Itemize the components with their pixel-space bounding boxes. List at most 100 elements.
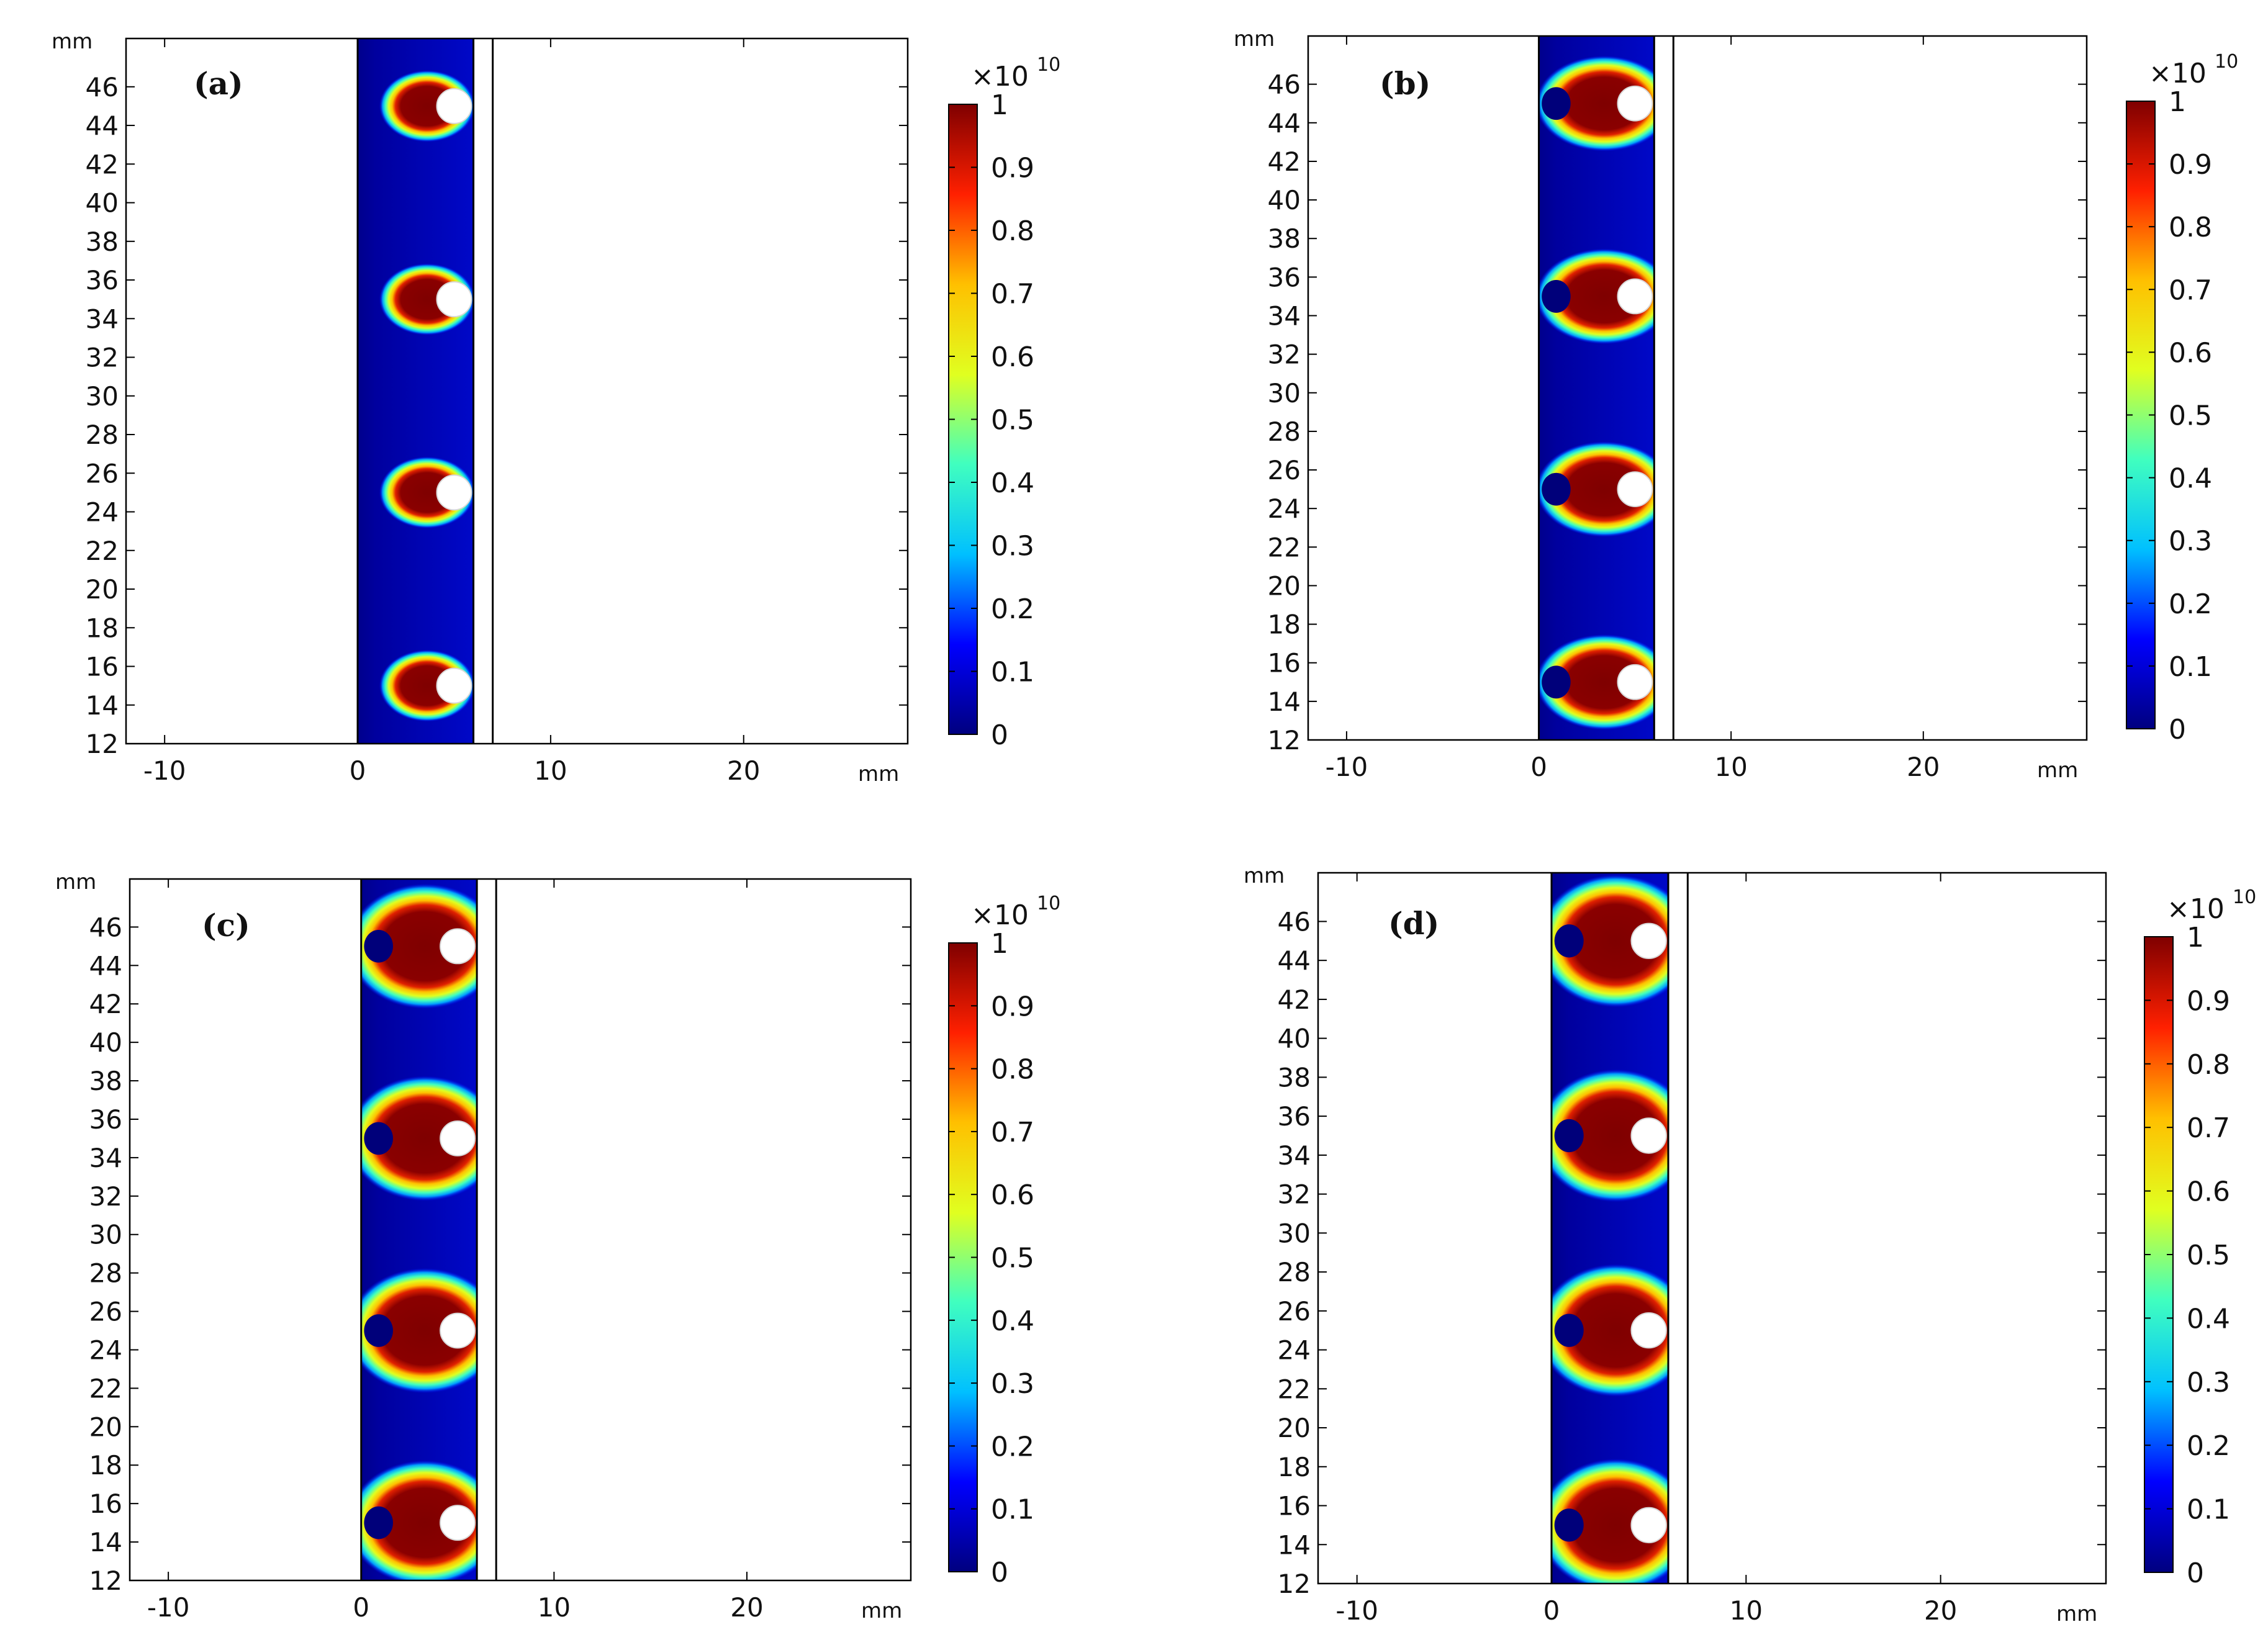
y-tick-label: 36	[1268, 262, 1301, 292]
hot-zone	[379, 456, 474, 529]
colorbar-tick-label: 0.3	[991, 1368, 1034, 1400]
colorbar-tick-label: 0.4	[2169, 463, 2212, 495]
panel-c: 12 14 16 18 20 22 24 26 28 30 32 34 36 38 40 42 44 46 -10 0…	[55, 870, 1060, 1623]
colorbar-tick-label: 0.9	[2187, 985, 2230, 1017]
colorbar-exponent: 10	[2233, 886, 2256, 908]
colorbar-tick-label: 0.8	[991, 215, 1034, 247]
hot-zone	[1538, 634, 1655, 730]
y-tick-label: 12	[1278, 1569, 1311, 1599]
y-tick-label: 30	[86, 381, 119, 412]
panel-label: (b)	[1380, 65, 1430, 102]
y-tick-label: 14	[89, 1527, 122, 1557]
colorbar-multiplier: ×10	[971, 899, 1029, 931]
y-tick-label: 16	[1268, 648, 1301, 678]
cavity	[1554, 1119, 1584, 1153]
domain-strip	[358, 38, 474, 744]
x-tick-label: -10	[147, 1592, 190, 1623]
plot-frame	[129, 878, 912, 1582]
y-tick-label: 40	[86, 188, 119, 219]
colorbar-tick-label: 0.8	[991, 1054, 1034, 1086]
x-tick-label: -10	[143, 755, 186, 786]
colorbar-tick-label: 0.5	[991, 405, 1034, 436]
hot-zone	[1538, 248, 1655, 345]
colorbar-tick-label: 0.2	[2187, 1430, 2230, 1462]
hot-zones	[1552, 874, 1668, 1584]
colorbar-tick-label: 0.1	[2169, 651, 2212, 683]
y-tick-label: 24	[89, 1335, 122, 1365]
source-circle	[440, 1312, 476, 1349]
y-tick-label: 20	[1268, 570, 1301, 601]
colorbar-tick-label: 0.2	[2169, 588, 2212, 620]
cavity	[1554, 924, 1584, 958]
colorbar-tick-label: 0.3	[2187, 1367, 2230, 1399]
y-tick-label: 30	[89, 1220, 122, 1250]
hot-zone	[1538, 441, 1655, 538]
panel-a: 12 14 16 18 20 22 24 26 28 30 32 34 36 38 40 42 44 46 -10 0…	[52, 29, 1060, 786]
colorbar-tick-label: 1	[991, 928, 1008, 960]
y-tick-label: 16	[89, 1489, 122, 1519]
y-tick-label: 42	[1278, 985, 1311, 1015]
y-tick-label: 18	[89, 1450, 122, 1480]
x-axis-label: mm	[858, 762, 899, 786]
y-tick-label: 46	[1268, 70, 1301, 100]
source-circle	[1630, 922, 1667, 959]
y-tick-label: 44	[89, 950, 122, 981]
cavity	[1542, 472, 1571, 506]
y-axis-label: mm	[1234, 27, 1275, 52]
y-tick-label: 18	[1268, 610, 1301, 640]
y-tick-label: 16	[86, 652, 119, 682]
colorbar-tick-label: 0.4	[991, 1305, 1034, 1337]
colorbar-tick-label: 0.7	[991, 279, 1034, 310]
y-tick-label: 18	[1278, 1452, 1311, 1482]
colorbar: 0 0.1 0.2 0.3 0.4 0.5 0.6 0.7 0.8 0.9 1×10 10	[2144, 886, 2256, 1589]
y-tick-label: 12	[86, 729, 119, 759]
x-tick-label: -10	[1326, 752, 1368, 782]
plot-frame	[1307, 35, 2088, 741]
cavity	[364, 1506, 393, 1539]
y-axis-label: mm	[52, 29, 93, 54]
y-tick-label: 28	[86, 420, 119, 450]
panel-b: 12 14 16 18 20 22 24 26 28 30 32 34 36 38 40 42 44 46 -10 0…	[1234, 27, 2238, 783]
x-axis-label: mm	[2056, 1602, 2097, 1626]
colorbar-tick-label: 0.7	[2169, 274, 2212, 306]
y-tick-label: 34	[1278, 1140, 1311, 1171]
y-tick-label: 26	[1278, 1296, 1311, 1327]
source-circle	[1617, 85, 1653, 122]
x-tick-label: 20	[730, 1592, 763, 1623]
y-tick-label: 22	[86, 536, 119, 566]
plot-area	[1308, 36, 2087, 740]
colorbar-tick-label: 0.6	[991, 1179, 1034, 1211]
source-circle	[1617, 278, 1653, 315]
y-axis-label: mm	[1244, 863, 1285, 888]
y-tick-label: 16	[1278, 1491, 1311, 1521]
y-tick-label: 46	[86, 72, 119, 102]
colorbar-tick-label: 0.8	[2169, 212, 2212, 243]
x-tick-label: -10	[1335, 1595, 1378, 1626]
colorbar-exponent: 10	[1037, 54, 1060, 76]
y-tick-label: 34	[89, 1143, 122, 1173]
colorbar-tick-label: 0.6	[2187, 1176, 2230, 1208]
y-tick-label: 26	[86, 458, 119, 489]
y-tick-label: 24	[86, 497, 119, 528]
source-circle	[1630, 1117, 1667, 1154]
colorbar-tick-label: 0.1	[2187, 1494, 2230, 1526]
cavity	[364, 1314, 393, 1347]
x-tick-label: 10	[538, 1592, 571, 1623]
colorbar-tick-label: 1	[2187, 922, 2204, 953]
y-tick-label: 24	[1278, 1335, 1311, 1366]
colorbar: 0 0.1 0.2 0.3 0.4 0.5 0.6 0.7 0.8 0.9 1×10 10	[948, 893, 1060, 1589]
hot-zone	[361, 883, 477, 1009]
panel-label: (d)	[1388, 905, 1439, 942]
x-tick-label: 10	[534, 755, 567, 786]
y-tick-label: 36	[1278, 1101, 1311, 1132]
source-circle	[436, 88, 472, 124]
cavity	[1554, 1508, 1584, 1542]
cavity	[1542, 280, 1571, 313]
cavity	[364, 930, 393, 963]
y-tick-label: 42	[1268, 146, 1301, 177]
hot-zone	[361, 1076, 477, 1201]
panel-label: (a)	[194, 65, 243, 102]
y-tick-label: 44	[1268, 108, 1301, 138]
colorbar-exponent: 10	[2215, 51, 2238, 73]
colorbar-tick-label: 0.9	[991, 153, 1034, 184]
